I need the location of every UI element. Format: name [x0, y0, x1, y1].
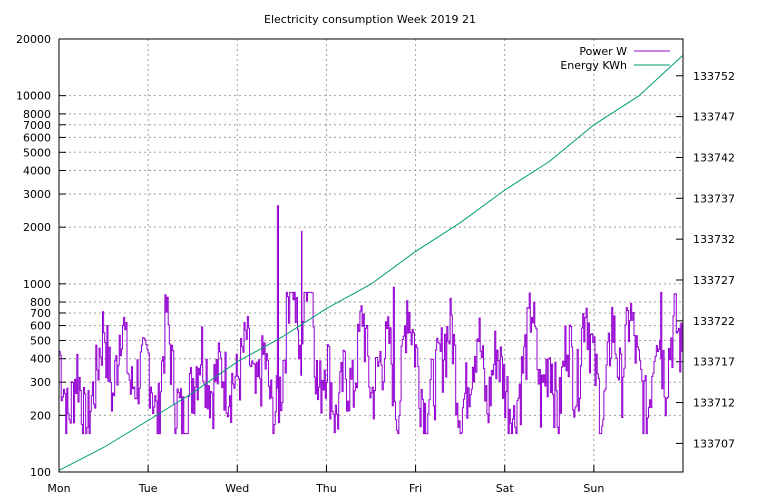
y-right-tick-label: 133737	[693, 192, 735, 205]
y-right-tick-label: 133742	[693, 151, 735, 164]
y-right-tick-label: 133717	[693, 356, 735, 369]
y-left-tick-label: 400	[30, 353, 51, 366]
y-left-tick-label: 600	[30, 320, 51, 333]
y-right-tick-label: 133707	[693, 437, 735, 450]
y-left-tick-label: 1000	[23, 278, 51, 291]
series-group	[58, 54, 684, 471]
y-left-tick-label: 200	[30, 409, 51, 422]
y-right-axis: 133707 133712 133717 133722 133727 133732 1337…	[676, 70, 735, 450]
y-right-tick-label: 133732	[693, 233, 735, 246]
y-left-tick-label: 3000	[23, 188, 51, 201]
series-line-energy	[58, 54, 684, 471]
x-tick-label: Wed	[225, 482, 249, 495]
y-left-tick-label: 20000	[16, 33, 51, 46]
chart-title: Electricity consumption Week 2019 21	[264, 13, 476, 26]
y-left-tick-label: 5000	[23, 146, 51, 159]
y-left-tick-label: 10000	[16, 90, 51, 103]
y-right-tick-label: 133712	[693, 397, 735, 410]
legend: Power W Energy KWh	[560, 45, 670, 72]
y-right-tick-label: 133752	[693, 70, 735, 83]
x-tick-label: Sun	[583, 482, 604, 495]
legend-label-power: Power W	[579, 45, 627, 58]
legend-label-energy: Energy KWh	[560, 59, 627, 72]
plot-frame	[58, 38, 684, 473]
y-right-tick-label: 133747	[693, 111, 735, 124]
y-left-tick-label: 8000	[23, 108, 51, 121]
y-right-tick-label: 133727	[693, 274, 735, 287]
y-left-tick-label: 700	[30, 307, 51, 320]
y-left-tick-label: 4000	[23, 165, 51, 178]
x-tick-label: Mon	[47, 482, 70, 495]
y-left-tick-label: 500	[30, 334, 51, 347]
y-left-tick-label: 6000	[23, 131, 51, 144]
y-left-tick-label: 2000	[23, 221, 51, 234]
y-right-tick-label: 133722	[693, 315, 735, 328]
series-line-power	[59, 205, 684, 435]
y-left-tick-label: 7000	[23, 119, 51, 132]
x-tick-label: Tue	[138, 482, 158, 495]
y-left-tick-label: 800	[30, 296, 51, 309]
y-left-tick-label: 300	[30, 376, 51, 389]
x-axis: Mon Tue Wed Thu Fri Sat Sun	[47, 465, 604, 495]
x-tick-label: Fri	[409, 482, 422, 495]
x-tick-label: Thu	[315, 482, 337, 495]
x-tick-label: Sat	[496, 482, 515, 495]
y-left-tick-label: 100	[30, 466, 51, 479]
